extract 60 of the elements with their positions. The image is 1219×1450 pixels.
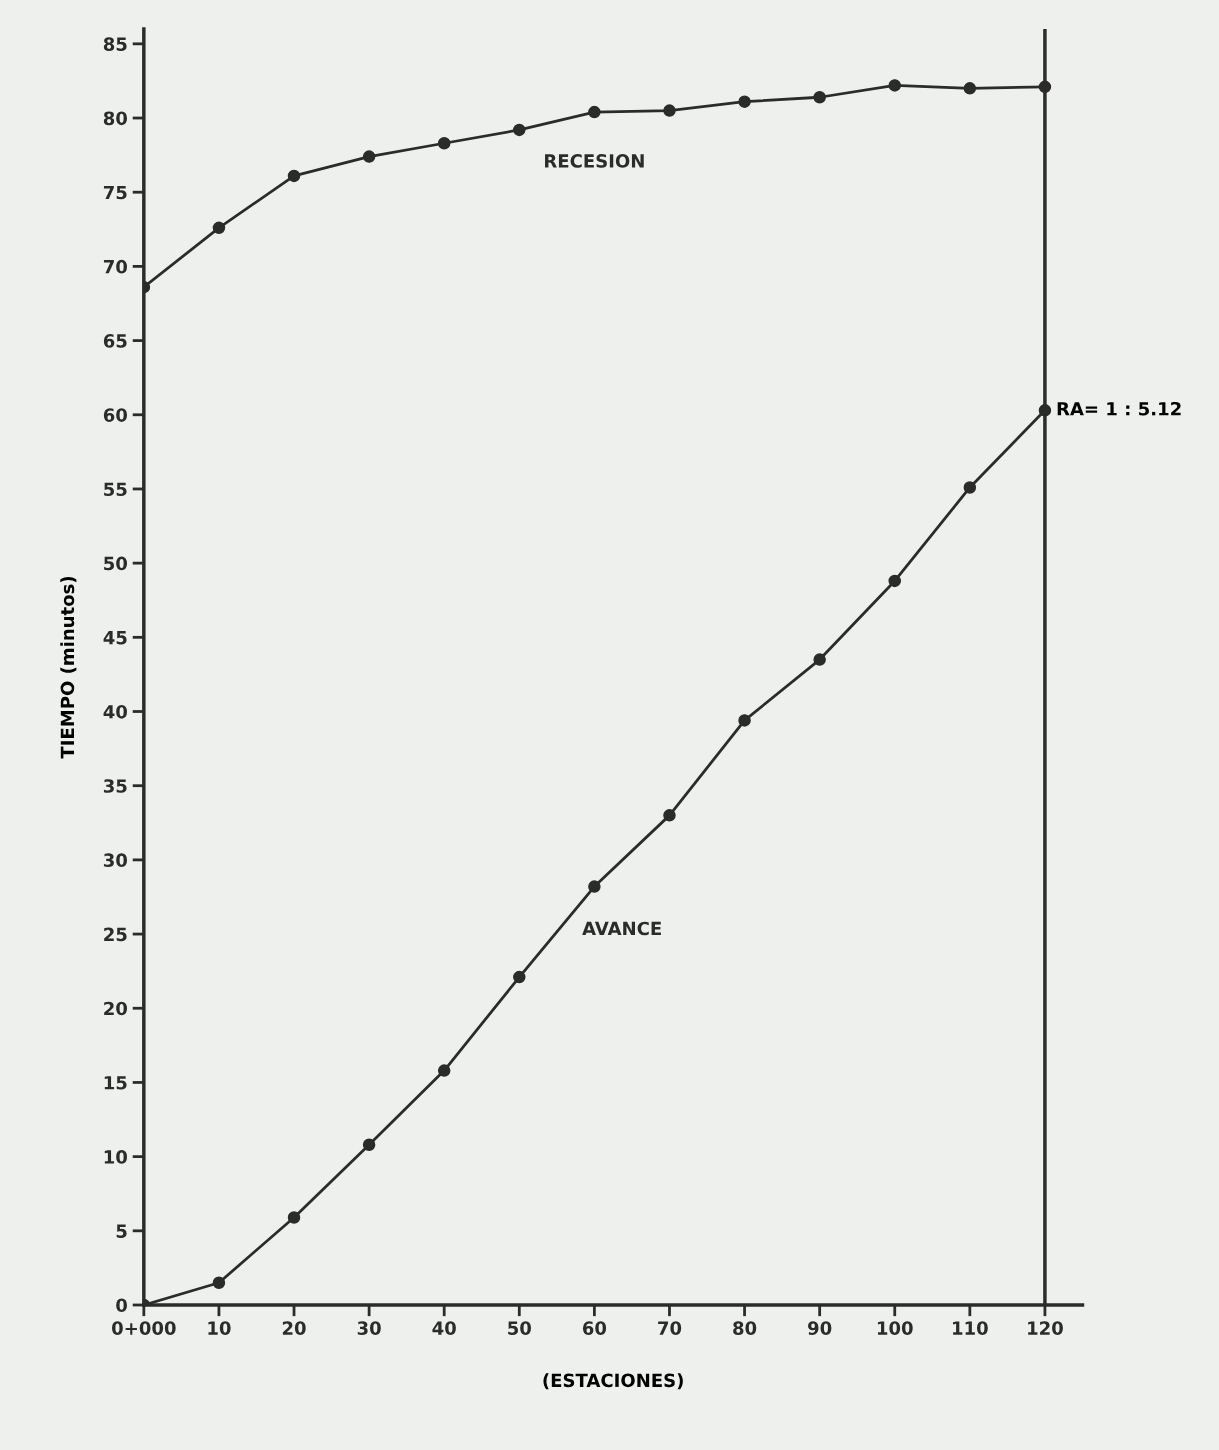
- y-tick-label: 45: [103, 631, 127, 645]
- y-axis-title: TIEMPO (minutos): [60, 576, 77, 759]
- point: [963, 82, 977, 95]
- point: [212, 1276, 226, 1289]
- point: [588, 105, 601, 119]
- point: [1038, 404, 1052, 417]
- point: [813, 91, 826, 104]
- x-axis-title: (ESTACIONES): [543, 1373, 683, 1390]
- point: [437, 136, 451, 150]
- point: [888, 574, 901, 588]
- x-tick-label: 30: [357, 1321, 381, 1335]
- point: [287, 169, 301, 183]
- series-label: AVANCE: [582, 921, 661, 936]
- y-tick-label: 50: [104, 556, 128, 571]
- point: [362, 1138, 376, 1152]
- y-tick-label: 70: [103, 259, 128, 274]
- x-tick-label: 0+000: [112, 1321, 176, 1335]
- point: [212, 221, 226, 235]
- y-tick-label: 85: [103, 37, 127, 51]
- x-tick-label: 80: [733, 1321, 757, 1335]
- y-tick-label: 10: [104, 1150, 128, 1164]
- y-tick-label: 15: [104, 1076, 127, 1090]
- y-tick-label: 0: [116, 1298, 128, 1313]
- y-tick-label: 35: [103, 779, 127, 793]
- y-tick-label: 20: [104, 1001, 128, 1016]
- point: [663, 104, 676, 117]
- point: [963, 481, 977, 494]
- x-tick-label: 10: [208, 1321, 231, 1335]
- point: [437, 1064, 451, 1077]
- x-tick-label: 60: [582, 1321, 607, 1335]
- x-tick-label: 90: [808, 1321, 832, 1335]
- point: [513, 123, 526, 137]
- point: [588, 880, 601, 893]
- x-tick-label: 20: [282, 1321, 306, 1335]
- y-tick-label: 5: [116, 1224, 127, 1238]
- y-tick-label: 40: [103, 704, 128, 719]
- point: [888, 79, 901, 92]
- x-tick-label: 50: [508, 1321, 531, 1335]
- point: [738, 95, 751, 108]
- y-tick-label: 80: [103, 111, 128, 126]
- point: [513, 970, 526, 984]
- point: [1038, 80, 1052, 94]
- series-label: RECESION: [545, 154, 644, 168]
- x-tick-label: 70: [658, 1321, 682, 1335]
- y-tick-label: 25: [104, 927, 127, 942]
- y-tick-label: 55: [104, 482, 127, 497]
- y-tick-label: 60: [103, 408, 128, 422]
- point: [362, 150, 376, 163]
- x-tick-label: 110: [953, 1321, 988, 1335]
- x-tick-label: 120: [1028, 1321, 1063, 1335]
- annotation: RA= 1 : 5.12: [1057, 401, 1181, 416]
- point: [287, 1211, 301, 1224]
- point: [738, 714, 751, 727]
- y-tick-label: 30: [103, 853, 128, 867]
- y-tick-label: 75: [103, 185, 127, 200]
- x-tick-label: 40: [432, 1321, 456, 1335]
- point: [813, 653, 826, 666]
- x-tick-label: 100: [877, 1321, 913, 1335]
- y-tick-label: 65: [103, 334, 127, 348]
- point: [663, 809, 676, 822]
